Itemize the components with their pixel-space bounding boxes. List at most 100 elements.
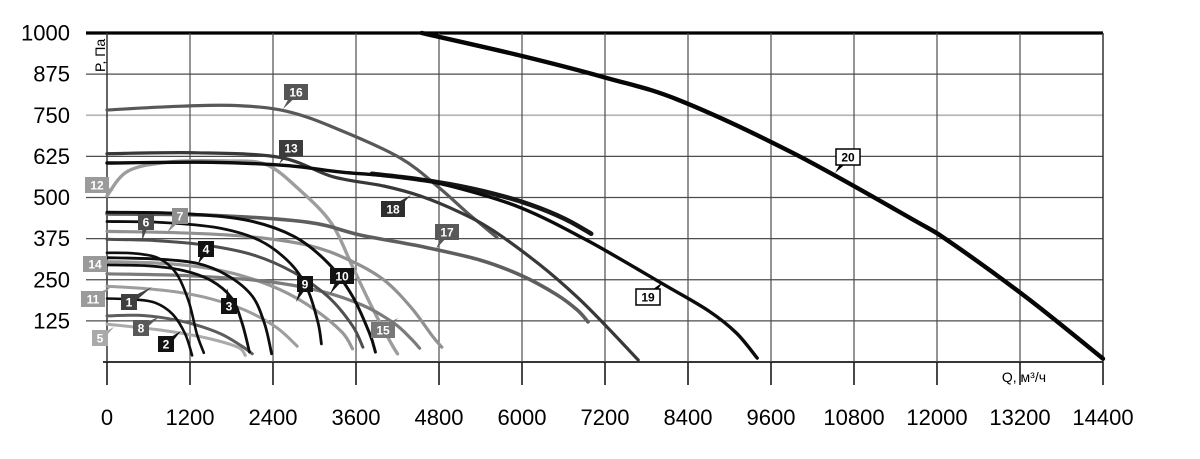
curve-6 <box>105 237 365 349</box>
label-box-13 <box>279 140 303 156</box>
curve-9 <box>105 220 323 346</box>
label-box-14 <box>83 256 107 272</box>
curve-15 <box>105 272 422 350</box>
x-tick-label: 12000 <box>906 405 967 430</box>
curve-label-5: 5 <box>92 327 114 346</box>
label-box-17 <box>435 224 459 240</box>
curve-11 <box>105 284 299 348</box>
x-axis-title: Q, м³/ч <box>1002 369 1046 385</box>
label-number-3: 3 <box>226 300 233 314</box>
y-tick-label: 625 <box>33 144 70 169</box>
label-box-5 <box>92 330 108 346</box>
y-tick-label: 875 <box>33 62 70 87</box>
x-tick-label: 1200 <box>166 405 215 430</box>
curve-label-9: 9 <box>296 276 313 302</box>
curve-label-6: 6 <box>138 214 154 241</box>
label-box-7 <box>172 208 188 224</box>
x-tick-label: 9600 <box>747 405 796 430</box>
y-axis-title: P, Па <box>92 39 108 72</box>
y-tick-label: 1000 <box>21 21 70 46</box>
label-number-20: 20 <box>841 151 855 165</box>
x-tick-label: 3600 <box>332 405 381 430</box>
x-tick-label: 7200 <box>581 405 630 430</box>
x-tick-label: 10800 <box>823 405 884 430</box>
label-box-12 <box>85 177 109 193</box>
label-number-17: 17 <box>440 226 454 240</box>
curve-20 <box>419 30 1106 361</box>
curve-label-1: 1 <box>121 287 152 310</box>
label-box-20 <box>835 148 861 166</box>
curve-16 <box>105 103 499 240</box>
label-box-15 <box>371 322 395 338</box>
label-number-18: 18 <box>386 203 400 217</box>
x-tick-label: 0 <box>101 405 113 430</box>
curve-3 <box>105 263 251 354</box>
label-number-5: 5 <box>97 332 104 346</box>
curve-label-3: 3 <box>221 288 237 314</box>
x-tick-label: 8400 <box>664 405 713 430</box>
curve-label-12: 12 <box>85 177 114 193</box>
y-tick-label: 250 <box>33 267 70 292</box>
curve-label-11: 11 <box>81 287 111 307</box>
label-number-13: 13 <box>284 142 298 156</box>
curve-label-4: 4 <box>198 241 214 264</box>
curves <box>105 30 1106 362</box>
curve-4 <box>105 256 273 356</box>
curve-7 <box>105 229 444 349</box>
curve-label-14: 14 <box>83 256 113 272</box>
curve-label-16: 16 <box>283 84 308 109</box>
label-box-9 <box>297 276 313 292</box>
label-number-16: 16 <box>289 86 303 100</box>
label-number-19: 19 <box>641 291 655 305</box>
curve-label-15: 15 <box>371 318 398 338</box>
curve-label-10: 10 <box>330 268 354 294</box>
label-box-3 <box>221 298 237 314</box>
label-number-4: 4 <box>203 243 210 257</box>
label-box-16 <box>284 84 308 100</box>
label-number-11: 11 <box>87 293 100 307</box>
x-tick-label: 2400 <box>249 405 298 430</box>
label-number-7: 7 <box>177 210 184 224</box>
label-box-19 <box>635 288 661 306</box>
grid <box>86 31 1104 385</box>
curve-label-13: 13 <box>279 140 303 164</box>
curve-1 <box>105 251 206 355</box>
y-tick-label: 500 <box>33 185 70 210</box>
label-number-8: 8 <box>138 322 145 336</box>
curve-label-20: 20 <box>835 148 861 173</box>
label-box-4 <box>198 241 214 257</box>
curve-12 <box>105 158 400 356</box>
x-tick-label: 4800 <box>415 405 464 430</box>
curve-label-19: 19 <box>635 282 663 306</box>
x-tick-label: 14400 <box>1072 405 1133 430</box>
label-box-2 <box>158 336 174 352</box>
label-number-6: 6 <box>143 216 150 230</box>
label-box-6 <box>138 214 154 230</box>
curve-5 <box>105 322 247 357</box>
curve-label-17: 17 <box>435 224 459 249</box>
curve-label-2: 2 <box>158 331 181 352</box>
label-number-15: 15 <box>376 324 390 338</box>
x-tick-label: 6000 <box>498 405 547 430</box>
curve-19 <box>105 160 759 360</box>
curve-label-8: 8 <box>133 317 159 336</box>
label-box-11 <box>81 291 105 307</box>
y-tick-label: 750 <box>33 103 70 128</box>
curve-label-18: 18 <box>381 195 411 217</box>
x-tick-label: 13200 <box>989 405 1050 430</box>
label-number-10: 10 <box>335 270 349 284</box>
label-number-2: 2 <box>163 338 170 352</box>
label-number-1: 1 <box>126 296 133 310</box>
label-box-10 <box>330 268 354 284</box>
curve-label-7: 7 <box>167 208 188 233</box>
label-number-9: 9 <box>302 278 309 292</box>
label-box-18 <box>381 201 405 217</box>
curve-17 <box>105 212 590 324</box>
label-number-14: 14 <box>88 258 102 272</box>
label-box-8 <box>133 320 149 336</box>
y-tick-label: 375 <box>33 226 70 251</box>
